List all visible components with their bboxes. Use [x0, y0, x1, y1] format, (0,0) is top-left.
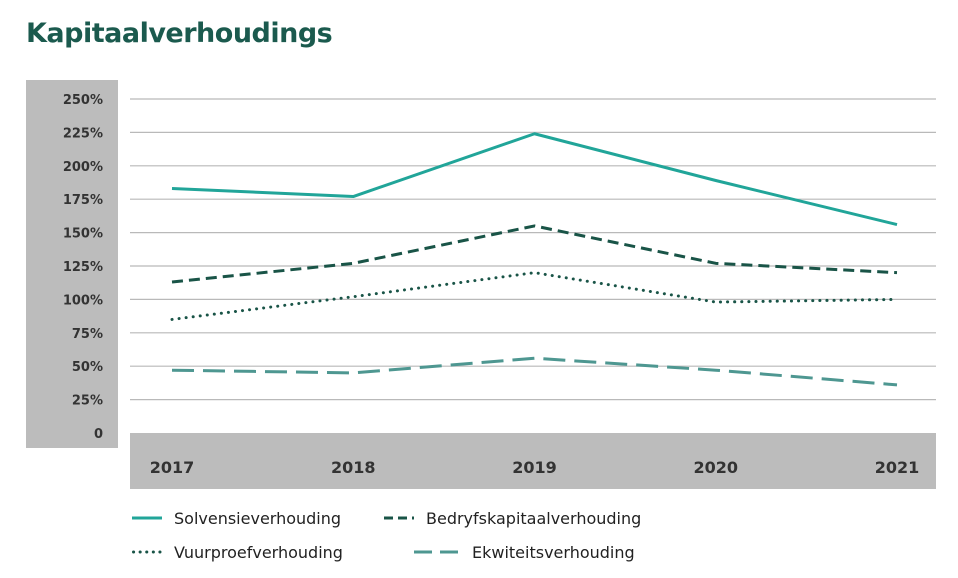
y-tick-label: 150%: [63, 227, 103, 242]
y-tick-label: 25%: [72, 394, 103, 409]
x-tick-label: 2020: [693, 458, 738, 477]
y-tick-label: 75%: [72, 327, 103, 342]
y-axis-ticks: 0 25% 50% 75% 100% 125% 150% 175% 200% 225% 250%: [63, 93, 103, 442]
x-tick-label: 2017: [150, 458, 195, 477]
legend: Solvensieverhouding Bedryfskapitaalverho…: [132, 500, 732, 570]
y-tick-label: 125%: [63, 260, 103, 275]
chart-title: Kapitaalverhoudings: [26, 18, 333, 49]
series-lines: [170, 132, 899, 387]
legend-item-bedryfskapitaal: Bedryfskapitaalverhouding: [384, 506, 641, 530]
legend-label: Ekwiteitsverhouding: [472, 542, 635, 562]
x-tick-label: 2019: [512, 458, 557, 477]
x-tick-label: 2021: [875, 458, 920, 477]
legend-label: Bedryfskapitaalverhouding: [426, 508, 642, 528]
legend-swatch-dotted-icon: [132, 550, 162, 554]
x-axis-ticks: 2017 2018 2019 2020 2021: [150, 458, 920, 477]
series-line-bedryfskapitaalverhouding: [171, 224, 898, 284]
y-axis-panel: [26, 80, 118, 448]
legend-swatch-longdash-icon: [414, 550, 460, 554]
legend-label: Solvensieverhouding: [174, 508, 342, 528]
x-axis-panel: [130, 433, 936, 489]
y-tick-label: 225%: [63, 126, 103, 141]
line-chart: 0 25% 50% 75% 100% 125% 150% 175% 200% 225% 250% 2…: [26, 80, 936, 489]
legend-item-vuurproef: Vuurproefverhouding: [132, 540, 343, 564]
legend-label: Vuurproefverhouding: [174, 542, 343, 562]
legend-swatch-dashed-icon: [384, 516, 414, 520]
legend-swatch-solid-icon: [132, 516, 162, 520]
series-line-vuurproefverhouding: [170, 271, 899, 321]
y-tick-label: 50%: [72, 360, 103, 375]
y-tick-label: 100%: [63, 293, 103, 308]
legend-item-solvensie: Solvensieverhouding: [132, 506, 341, 530]
y-tick-label: 250%: [63, 93, 103, 108]
series-line-solvensieverhouding: [171, 132, 898, 227]
legend-item-ekwiteit: Ekwiteitsverhouding: [414, 540, 635, 564]
x-tick-label: 2018: [331, 458, 376, 477]
gridlines: [130, 98, 936, 401]
series-line-ekwiteitsverhouding: [171, 356, 898, 387]
y-tick-label: 200%: [63, 160, 103, 175]
y-tick-label: 0: [94, 427, 103, 442]
y-tick-label: 175%: [63, 193, 103, 208]
